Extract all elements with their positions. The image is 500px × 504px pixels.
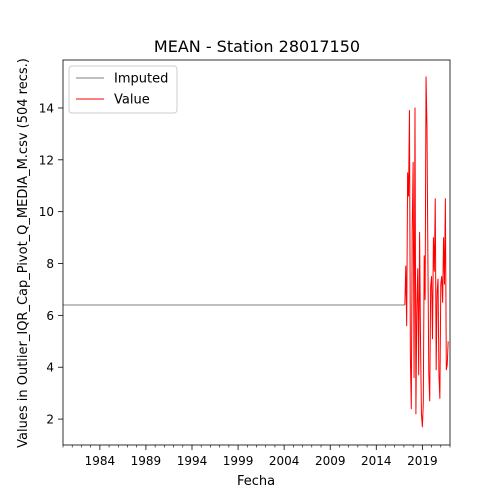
series-line-value <box>404 76 449 428</box>
y-tick-label: 14 <box>39 101 54 115</box>
x-tick-label: 2009 <box>315 454 346 468</box>
legend: Imputed Value <box>68 65 178 114</box>
y-tick-label: 2 <box>46 413 54 427</box>
legend-label-imputed: Imputed <box>114 72 168 87</box>
x-tick-label: 1984 <box>85 454 116 468</box>
axis-ticks: 1984 1989 1994 1999 2004 2009 2014 2019 2 4 6 8 10 12… <box>39 101 451 468</box>
x-tick-label: 1994 <box>177 454 208 468</box>
chart-title: MEAN - Station 28017150 <box>154 37 360 56</box>
y-axis-label: Values in Outlier_IQR_Cap_Pivot_Q_MEDIA_… <box>16 58 31 448</box>
x-tick-label: 2004 <box>269 454 300 468</box>
x-axis-label: Fecha <box>237 474 275 489</box>
y-tick-label: 4 <box>46 361 54 375</box>
y-tick-label: 12 <box>39 153 54 167</box>
legend-label-value: Value <box>114 93 150 108</box>
x-tick-label: 2019 <box>407 454 438 468</box>
x-tick-label: 2014 <box>361 454 392 468</box>
x-tick-label: 1999 <box>223 454 254 468</box>
x-tick-label: 1989 <box>131 454 162 468</box>
y-tick-label: 10 <box>39 205 54 219</box>
y-tick-label: 8 <box>46 257 54 271</box>
y-tick-label: 6 <box>46 309 54 323</box>
